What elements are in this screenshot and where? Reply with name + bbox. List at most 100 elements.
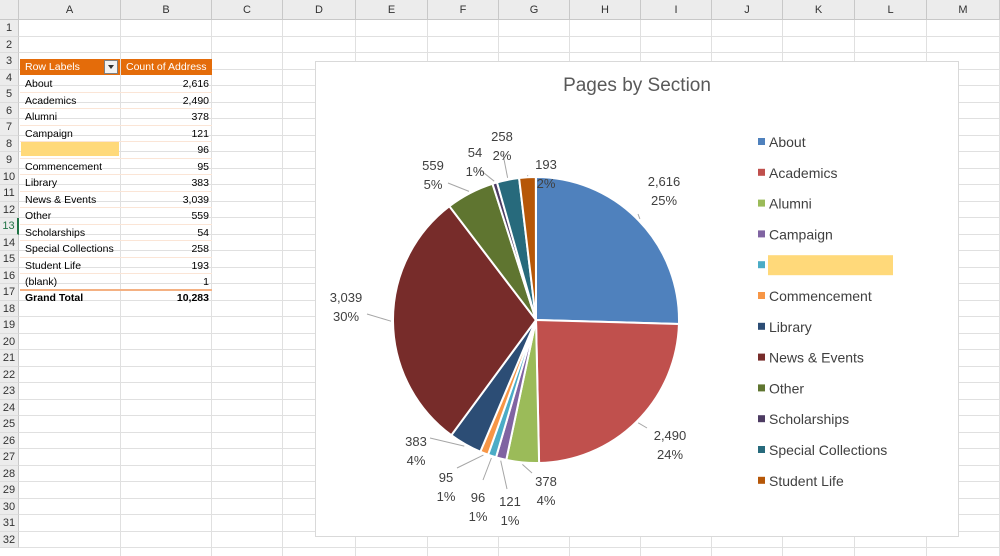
pivot-row-value[interactable]: 2,616	[182, 78, 209, 90]
pivot-row-label[interactable]: Academics	[25, 94, 77, 107]
row-header-5[interactable]: 5	[0, 86, 19, 103]
legend-label[interactable]: Academics	[769, 165, 837, 181]
legend-label[interactable]: About	[769, 134, 806, 150]
pivot-header-count[interactable]: Count of Address	[121, 59, 212, 75]
pivot-row-label[interactable]: Alumni	[25, 111, 58, 123]
pivot-row-value[interactable]: 3,039	[182, 193, 209, 206]
column-header-k[interactable]: K	[783, 0, 855, 20]
pie-slice[interactable]	[392, 204, 538, 437]
row-header-23[interactable]: 23	[0, 383, 19, 400]
legend-label[interactable]: Other	[769, 380, 804, 396]
row-header-21[interactable]: 21	[0, 350, 19, 367]
row-header-4[interactable]: 4	[0, 69, 19, 86]
column-header-h[interactable]: H	[570, 0, 641, 20]
row-header-11[interactable]: 11	[0, 185, 19, 202]
row-header-17[interactable]: 17	[0, 284, 19, 301]
pivot-row-label[interactable]: Campaign	[25, 127, 73, 140]
pivot-row-label[interactable]: Other	[25, 210, 52, 222]
row-header-15[interactable]: 15	[0, 251, 19, 268]
pivot-row-value[interactable]: 378	[191, 111, 209, 123]
row-header-18[interactable]: 18	[0, 300, 19, 317]
pivot-row-value[interactable]: 383	[191, 177, 209, 189]
row-header-19[interactable]: 19	[0, 317, 19, 334]
column-header-l[interactable]: L	[855, 0, 927, 20]
column-header-g[interactable]: G	[499, 0, 570, 20]
data-label-value: 121	[499, 494, 521, 509]
row-header-14[interactable]: 14	[0, 234, 19, 251]
row-header-16[interactable]: 16	[0, 267, 19, 284]
pie-slice[interactable]	[535, 175, 680, 325]
row-header-13[interactable]: 13	[0, 218, 19, 235]
data-label-value: 2,490	[654, 428, 687, 443]
legend-swatch	[758, 476, 765, 484]
pivot-row-label[interactable]: News & Events	[25, 193, 97, 206]
row-header-9[interactable]: 9	[0, 152, 19, 169]
pivot-row-label[interactable]: (blank)	[25, 276, 58, 288]
row-header-1[interactable]: 1	[0, 20, 19, 37]
column-header-e[interactable]: E	[356, 0, 428, 20]
leader-line	[429, 437, 465, 447]
column-header-f[interactable]: F	[428, 0, 499, 20]
pivot-row-value[interactable]: 96	[197, 144, 209, 156]
chart-title: Pages by Section	[563, 75, 711, 96]
legend-label[interactable]: Special Collections	[769, 442, 887, 458]
column-header-m[interactable]: M	[927, 0, 1000, 20]
row-header-2[interactable]: 2	[0, 36, 19, 53]
legend-label[interactable]: Scholarships	[769, 411, 849, 427]
pivot-row-value[interactable]: 121	[191, 127, 209, 140]
pivot-row-value[interactable]: 258	[191, 243, 209, 255]
column-header-j[interactable]: J	[712, 0, 783, 20]
column-header-a[interactable]: A	[19, 0, 121, 20]
column-header-c[interactable]: C	[212, 0, 283, 20]
pivot-row-value[interactable]: 2,490	[182, 94, 209, 107]
pivot-row-value[interactable]: 193	[191, 259, 209, 272]
row-header-31[interactable]: 31	[0, 515, 19, 532]
pivot-row-value[interactable]: 559	[191, 210, 209, 222]
column-header-b[interactable]: B	[121, 0, 212, 20]
legend-label[interactable]: Student Life	[769, 473, 844, 489]
pivot-row-label[interactable]: Scholarships	[25, 226, 86, 239]
legend-label[interactable]: Library	[769, 319, 812, 335]
row-header-20[interactable]: 20	[0, 333, 19, 350]
row-header-26[interactable]: 26	[0, 432, 19, 449]
row-header-6[interactable]: 6	[0, 102, 19, 119]
grand-total-label[interactable]: Grand Total	[25, 292, 84, 304]
pivot-row-label[interactable]: Commencement	[25, 160, 103, 173]
row-header-7[interactable]: 7	[0, 119, 19, 136]
legend-label[interactable]: News & Events	[769, 350, 864, 366]
row-header-8[interactable]: 8	[0, 135, 19, 152]
row-header-25[interactable]: 25	[0, 416, 19, 433]
legend-label[interactable]: Alumni	[769, 196, 812, 212]
pivot-row-value[interactable]: 1	[203, 276, 209, 288]
pivot-row-label[interactable]: About	[25, 78, 53, 90]
pivot-row-separator	[20, 108, 212, 109]
pivot-row-label[interactable]: Student Life	[25, 259, 82, 272]
pivot-row-value[interactable]: 95	[197, 160, 209, 173]
filter-dropdown-button[interactable]	[104, 60, 118, 74]
pie-slice[interactable]	[534, 318, 680, 464]
row-header-10[interactable]: 10	[0, 168, 19, 185]
row-header-3[interactable]: 3	[0, 53, 19, 70]
row-header-28[interactable]: 28	[0, 465, 19, 482]
legend-label[interactable]: Campaign	[769, 226, 833, 242]
pie-chart[interactable]: Pages by Section 2,616 25% 2,490 24% 378 4% 12…	[315, 61, 959, 537]
pivot-row-label[interactable]: Library	[25, 177, 58, 189]
row-header-24[interactable]: 24	[0, 399, 19, 416]
row-header-27[interactable]: 27	[0, 449, 19, 466]
row-header-22[interactable]: 22	[0, 366, 19, 383]
row-header-12[interactable]: 12	[0, 201, 19, 218]
row-header-29[interactable]: 29	[0, 482, 19, 499]
grand-total-value[interactable]: 10,283	[176, 292, 209, 304]
pivot-row-label[interactable]: Special Collections	[25, 243, 114, 255]
column-header-d[interactable]: D	[283, 0, 356, 20]
select-all-corner[interactable]	[0, 0, 19, 20]
data-label-value: 54	[468, 145, 482, 160]
data-label-percent: 25%	[651, 193, 677, 208]
pivot-header-row-labels[interactable]: Row Labels	[20, 59, 120, 75]
row-header-32[interactable]: 32	[0, 531, 19, 548]
row-header-30[interactable]: 30	[0, 498, 19, 515]
pivot-row-value[interactable]: 54	[197, 226, 209, 239]
column-header-i[interactable]: I	[641, 0, 712, 20]
legend-label[interactable]: Commencement	[769, 288, 872, 304]
